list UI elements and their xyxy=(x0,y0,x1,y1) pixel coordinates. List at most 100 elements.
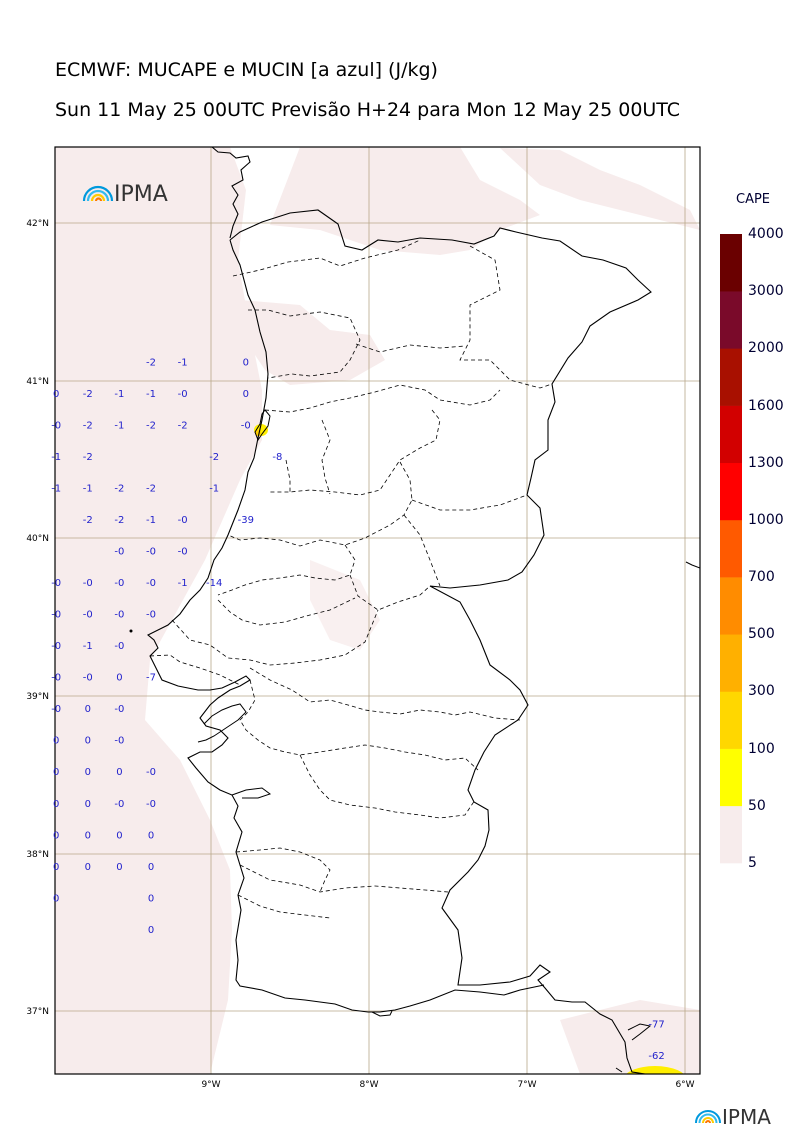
longitude-labels: 9°W 8°W 7°W 6°W xyxy=(201,1080,694,1090)
mucin-value: -0 xyxy=(178,515,188,526)
mucin-value: -1 xyxy=(178,578,188,589)
mucin-value: 0 xyxy=(243,389,249,400)
mucin-value: -1 xyxy=(51,484,61,495)
mucin-value: 0 xyxy=(148,893,154,904)
mucin-value: -2 xyxy=(83,389,93,400)
cape-shading xyxy=(55,147,700,1074)
mucin-value: -0 xyxy=(114,736,124,747)
map-area xyxy=(55,147,700,1074)
rainbow-icon xyxy=(82,185,114,202)
mucin-value: -0 xyxy=(241,421,251,432)
mucin-value: -2 xyxy=(146,421,156,432)
mucin-value: -0 xyxy=(114,704,124,715)
mucin-value: -0 xyxy=(146,799,156,810)
mucin-values: -2 -1 0 0 -2 -1 -1 -0 0 -0 -2 -1 -2 -2 -0 -1 -2 -2 -8 -1 -1 -… xyxy=(51,358,665,1062)
colorbar-segment xyxy=(720,291,742,349)
mucin-value: 0 xyxy=(243,358,249,369)
mucin-value: -0 xyxy=(146,610,156,621)
mucin-value: -1 xyxy=(51,452,61,463)
mucin-value: -2 xyxy=(178,421,188,432)
mucin-value: -2 xyxy=(83,515,93,526)
mucin-value: 0 xyxy=(85,830,91,841)
colorbar-segment xyxy=(720,577,742,635)
mucin-value: 0 xyxy=(85,704,91,715)
colorbar-segment xyxy=(720,234,742,292)
colorbar-level-label: 5 xyxy=(748,855,757,871)
mucin-value: 0 xyxy=(116,767,122,778)
colorbar-level-label: 50 xyxy=(748,797,766,814)
mucin-value: -0 xyxy=(114,641,124,652)
mucin-value: -39 xyxy=(238,515,254,526)
cape-hotspots xyxy=(254,424,684,1074)
mucin-value: -1 xyxy=(146,515,156,526)
spain-south-coast xyxy=(615,1023,652,1073)
mucin-value: 0 xyxy=(85,862,91,873)
mucin-value: -1 xyxy=(83,641,93,652)
mucin-value: -2 xyxy=(83,421,93,432)
chart-subtitle: Sun 11 May 25 00UTC Previsão H+24 para M… xyxy=(55,99,681,121)
lon-label-9w: 9°W xyxy=(201,1080,220,1090)
mucin-value: -0 xyxy=(51,641,61,652)
mucin-value: -0 xyxy=(146,767,156,778)
mucin-value: 0 xyxy=(148,830,154,841)
mucin-value: -0 xyxy=(51,578,61,589)
lat-label-40: 40°N xyxy=(26,534,49,544)
mucin-value: 0 xyxy=(116,673,122,684)
mucin-value: 0 xyxy=(53,799,59,810)
mucin-value: 0 xyxy=(148,925,154,936)
lat-label-41: 41°N xyxy=(26,377,49,387)
mucin-value: -1 xyxy=(114,421,124,432)
mucin-value: -0 xyxy=(114,578,124,589)
portugal-coastline xyxy=(147,239,545,1013)
aveiro-lagoon xyxy=(254,409,271,442)
mucin-value: -62 xyxy=(648,1051,664,1062)
mucin-value: -0 xyxy=(114,799,124,810)
mucin-value: 0 xyxy=(53,767,59,778)
lon-label-6w: 6°W xyxy=(675,1080,694,1090)
mucin-value: -1 xyxy=(114,389,124,400)
latitude-labels: 42°N 41°N 40°N 39°N 38°N 37°N xyxy=(26,219,49,1017)
colorbar-title: CAPE xyxy=(736,192,771,207)
sado-estuary xyxy=(231,787,272,799)
colorbar-segment xyxy=(720,462,742,521)
colorbar-level-label: 1600 xyxy=(748,397,784,414)
spain-border-fragment xyxy=(685,561,700,569)
lat-label-42: 42°N xyxy=(26,219,49,229)
mucin-value: -7 xyxy=(146,673,156,684)
mucin-value: -2 xyxy=(114,515,124,526)
mucin-value: -2 xyxy=(146,358,156,369)
colorbar-level-label: 1300 xyxy=(748,454,784,471)
lat-label-38: 38°N xyxy=(26,850,49,860)
ria-formosa xyxy=(371,1010,393,1017)
footer-logo-text: IPMA xyxy=(722,1105,771,1129)
colorbar-segment xyxy=(720,634,742,692)
mucin-value: 0 xyxy=(148,862,154,873)
mucin-value: -1 xyxy=(178,358,188,369)
mucin-value: -8 xyxy=(272,452,282,463)
footer-ipma-logo: IPMA xyxy=(695,1105,771,1129)
mucin-value: -0 xyxy=(51,610,61,621)
colorbar-level-label: 100 xyxy=(748,740,775,757)
mucin-value: 0 xyxy=(116,862,122,873)
mucin-value: -0 xyxy=(178,389,188,400)
ipma-logo-text: IPMA xyxy=(114,182,168,207)
footer-rainbow-icon xyxy=(695,1110,721,1124)
mucin-value: -14 xyxy=(206,578,222,589)
mucin-value: -0 xyxy=(114,610,124,621)
mucin-value: -2 xyxy=(209,452,219,463)
mucin-value: 0 xyxy=(53,862,59,873)
map-frame xyxy=(54,146,701,1075)
mucin-value: -77 xyxy=(648,1019,664,1030)
colorbar-level-label: 300 xyxy=(748,683,775,700)
colorbar-segment xyxy=(720,348,742,406)
spain-coastline xyxy=(211,147,251,239)
mucin-value: -1 xyxy=(146,389,156,400)
mucin-value: -0 xyxy=(114,547,124,558)
mucin-value: 0 xyxy=(53,736,59,747)
mucin-value: -2 xyxy=(83,452,93,463)
lon-label-7w: 7°W xyxy=(517,1080,536,1090)
mucin-value: 0 xyxy=(116,830,122,841)
mucin-value: -1 xyxy=(83,484,93,495)
berlengas-islet xyxy=(129,629,133,633)
